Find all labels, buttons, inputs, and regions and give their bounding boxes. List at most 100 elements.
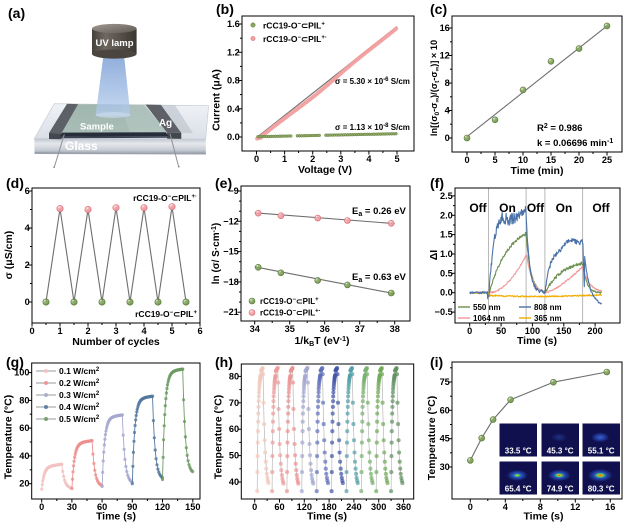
svg-text:60: 60 xyxy=(97,502,107,512)
svg-text:150: 150 xyxy=(556,326,571,336)
svg-text:(g): (g) xyxy=(6,354,24,370)
svg-text:550 nm: 550 nm xyxy=(473,303,501,312)
svg-text:1.5: 1.5 xyxy=(440,230,453,240)
svg-text:(h): (h) xyxy=(215,354,233,370)
svg-text:ΔI: ΔI xyxy=(428,250,440,261)
svg-text:6: 6 xyxy=(25,186,30,196)
svg-text:Time (s): Time (s) xyxy=(307,511,347,523)
svg-text:On: On xyxy=(499,201,516,215)
svg-text:36: 36 xyxy=(320,324,330,334)
svg-text:0.2 W/cm2: 0.2 W/cm2 xyxy=(59,378,100,388)
svg-text:0.8: 0.8 xyxy=(227,76,240,86)
svg-text:Sample: Sample xyxy=(80,122,114,133)
svg-text:150: 150 xyxy=(185,502,200,512)
svg-text:90: 90 xyxy=(127,502,137,512)
svg-text:1: 1 xyxy=(282,154,287,164)
svg-text:33.5 °C: 33.5 °C xyxy=(505,447,532,456)
svg-text:300: 300 xyxy=(371,502,386,512)
svg-text:Off: Off xyxy=(527,201,545,215)
svg-text:0.1 W/cm2: 0.1 W/cm2 xyxy=(59,366,100,376)
svg-text:0: 0 xyxy=(467,326,472,336)
svg-text:60: 60 xyxy=(274,502,284,512)
svg-text:1.2: 1.2 xyxy=(227,47,240,57)
svg-text:σ = 1.13 × 10-8 S/cm: σ = 1.13 × 10-8 S/cm xyxy=(335,123,410,132)
svg-text:45: 45 xyxy=(440,434,450,444)
svg-text:0: 0 xyxy=(464,155,469,165)
svg-text:Number of cycles: Number of cycles xyxy=(72,336,160,348)
svg-text:Time (s): Time (s) xyxy=(517,335,557,347)
svg-text:0.5 W/cm2: 0.5 W/cm2 xyxy=(59,414,100,424)
svg-text:0: 0 xyxy=(25,297,30,307)
svg-text:−15: −15 xyxy=(223,247,239,257)
svg-text:65.4 °C: 65.4 °C xyxy=(505,485,532,494)
svg-text:0.4 W/cm2: 0.4 W/cm2 xyxy=(59,402,100,412)
svg-text:−9: −9 xyxy=(228,186,238,196)
svg-text:8: 8 xyxy=(445,78,450,88)
svg-text:4: 4 xyxy=(503,502,509,512)
svg-text:16: 16 xyxy=(440,23,450,33)
svg-text:0: 0 xyxy=(254,154,259,164)
svg-text:120: 120 xyxy=(297,502,312,512)
svg-text:60: 60 xyxy=(19,423,29,433)
svg-text:40: 40 xyxy=(229,477,239,487)
svg-text:3: 3 xyxy=(113,326,118,336)
svg-text:Ea = 0.26 eV: Ea = 0.26 eV xyxy=(352,206,406,218)
svg-text:σ = 5.30 × 10-6 S/cm: σ = 5.30 × 10-6 S/cm xyxy=(335,77,410,86)
svg-text:60: 60 xyxy=(440,405,450,415)
svg-text:5: 5 xyxy=(492,155,497,165)
svg-text:2.0: 2.0 xyxy=(440,210,453,220)
svg-text:75: 75 xyxy=(440,377,450,387)
svg-text:240: 240 xyxy=(346,502,361,512)
svg-text:10: 10 xyxy=(518,155,528,165)
svg-text:Temperature (°C): Temperature (°C) xyxy=(213,395,225,480)
svg-text:100: 100 xyxy=(525,326,540,336)
svg-text:35: 35 xyxy=(285,324,295,334)
svg-text:rCC19-O−⊂PIL+: rCC19-O−⊂PIL+ xyxy=(263,21,325,31)
svg-text:rCC19-O−⊂PIL+·: rCC19-O−⊂PIL+· xyxy=(133,193,197,203)
svg-text:Time (s): Time (s) xyxy=(523,511,563,523)
svg-text:360: 360 xyxy=(396,502,411,512)
svg-text:5: 5 xyxy=(169,326,174,336)
svg-text:74.9 °C: 74.9 °C xyxy=(547,485,574,494)
svg-text:0.4: 0.4 xyxy=(227,104,241,114)
svg-text:2: 2 xyxy=(310,154,315,164)
svg-text:(f): (f) xyxy=(430,175,444,191)
svg-text:4: 4 xyxy=(141,326,147,336)
svg-text:0: 0 xyxy=(468,502,473,512)
svg-text:Off: Off xyxy=(469,201,487,215)
svg-text:Off: Off xyxy=(592,201,610,215)
svg-text:15: 15 xyxy=(546,155,556,165)
svg-text:1/kBT (eV-1): 1/kBT (eV-1) xyxy=(294,335,349,348)
svg-text:0: 0 xyxy=(39,502,44,512)
svg-text:(b): (b) xyxy=(216,1,234,17)
svg-text:180: 180 xyxy=(321,502,336,512)
svg-text:20: 20 xyxy=(19,479,29,489)
svg-text:5: 5 xyxy=(394,154,399,164)
svg-text:0: 0 xyxy=(29,326,34,336)
svg-text:Temperature (°C): Temperature (°C) xyxy=(3,395,15,480)
svg-text:70: 70 xyxy=(229,398,239,408)
svg-text:120: 120 xyxy=(155,502,170,512)
svg-text:55.1 °C: 55.1 °C xyxy=(588,447,615,456)
svg-text:(c): (c) xyxy=(430,1,447,17)
svg-text:1.0: 1.0 xyxy=(440,249,453,259)
svg-text:1: 1 xyxy=(57,326,62,336)
svg-text:80.3 °C: 80.3 °C xyxy=(588,485,615,494)
svg-text:ln[(σ0-σ∞)/(σt-σ∞)] × 10: ln[(σ0-σ∞)/(σt-σ∞)] × 10 xyxy=(429,40,441,136)
svg-text:8: 8 xyxy=(538,502,543,512)
svg-text:16: 16 xyxy=(605,502,615,512)
svg-text:0.0: 0.0 xyxy=(227,132,240,142)
svg-text:rCC19-O−⊂PIL+: rCC19-O−⊂PIL+ xyxy=(135,309,197,319)
svg-text:6: 6 xyxy=(197,326,202,336)
svg-text:45.3 °C: 45.3 °C xyxy=(547,447,574,456)
svg-text:1.6: 1.6 xyxy=(227,19,240,29)
svg-text:σ (μS/cm): σ (μS/cm) xyxy=(3,231,15,280)
svg-text:50: 50 xyxy=(229,451,239,461)
svg-text:Time (s): Time (s) xyxy=(96,511,136,523)
svg-text:38: 38 xyxy=(390,324,400,334)
svg-text:0.5: 0.5 xyxy=(440,268,453,278)
svg-text:37: 37 xyxy=(355,324,365,334)
svg-text:4: 4 xyxy=(366,154,372,164)
svg-text:0: 0 xyxy=(445,133,450,143)
svg-text:4: 4 xyxy=(445,106,451,116)
